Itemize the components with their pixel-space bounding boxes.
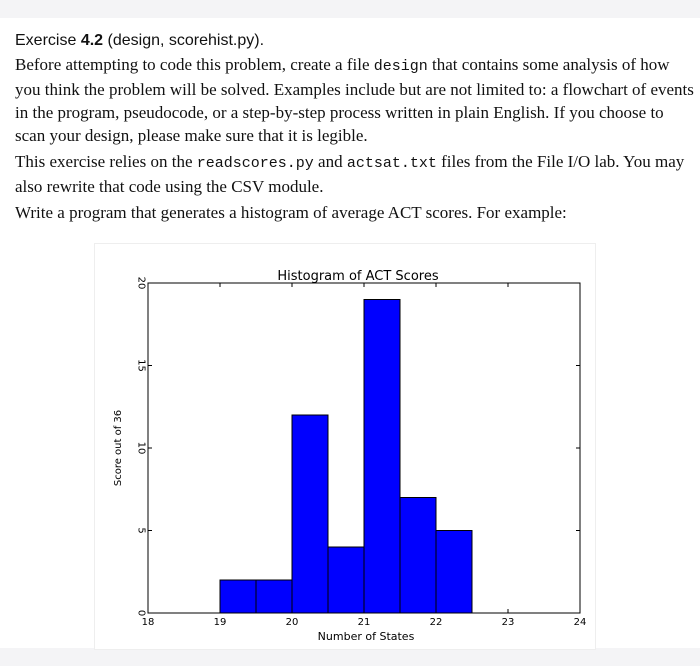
paragraph-design-text-b: that contains some analysis of how you t… bbox=[15, 55, 694, 145]
y-tick-label: 5 bbox=[136, 527, 147, 533]
histogram-bar bbox=[363, 299, 401, 614]
bars-group bbox=[219, 299, 473, 614]
histogram-bar bbox=[219, 579, 257, 614]
y-tick-label: 20 bbox=[136, 277, 147, 290]
x-tick-label: 24 bbox=[574, 617, 587, 628]
histogram-svg: Histogram of ACT Scores 18 19 20 21 22 23 24 0 5… bbox=[113, 269, 587, 643]
exercise-label: Exercise bbox=[15, 32, 77, 49]
exercise-number: 4.2 bbox=[80, 32, 104, 49]
paragraph-task: Write a program that generates a histogr… bbox=[15, 203, 567, 222]
histogram-bar bbox=[255, 579, 293, 614]
paragraph-design: Before attempting to code this problem, … bbox=[15, 53, 695, 147]
histogram-bar bbox=[399, 497, 437, 614]
y-tick-label: 0 bbox=[136, 610, 147, 616]
paragraph-files-text-c: files from the File I/O lab. You may als… bbox=[15, 152, 685, 196]
x-tick-label: 19 bbox=[214, 617, 227, 628]
paragraph-design-text-a: Before attempting to code this problem, … bbox=[15, 55, 370, 74]
exercise-meta: (design, scorehist.py). bbox=[107, 32, 265, 49]
paragraph-files-text-a: This exercise relies on the bbox=[15, 152, 193, 171]
histogram-bar bbox=[291, 414, 329, 614]
x-tick-label: 20 bbox=[286, 617, 299, 628]
y-axis-label: Score out of 36 bbox=[113, 410, 124, 486]
x-tick-label: 23 bbox=[502, 617, 515, 628]
paragraph-files: This exercise relies on the readscores.p… bbox=[15, 150, 695, 198]
code-readscores: readscores.py bbox=[196, 155, 314, 172]
exercise-heading: Exercise 4.2 (design, scorehist.py). bbox=[15, 29, 695, 52]
chart-title: Histogram of ACT Scores bbox=[277, 269, 438, 284]
y-tick-label: 15 bbox=[136, 359, 147, 372]
exercise-text: Exercise 4.2 (design, scorehist.py). Bef… bbox=[15, 29, 695, 227]
y-tick-label: 10 bbox=[136, 442, 147, 455]
paragraph-files-text-b: and bbox=[318, 152, 343, 171]
histogram-bar bbox=[327, 546, 365, 614]
ticks-group: 18 19 20 21 22 23 24 0 5 10 15 20 bbox=[136, 277, 587, 628]
x-tick-label: 22 bbox=[430, 617, 443, 628]
histogram-bar bbox=[435, 530, 473, 614]
histogram-chart: Histogram of ACT Scores 18 19 20 21 22 23 24 0 5… bbox=[95, 244, 595, 649]
x-tick-label: 18 bbox=[142, 617, 155, 628]
x-axis-label: Number of States bbox=[318, 630, 415, 643]
code-actsat: actsat.txt bbox=[346, 155, 437, 172]
document-page: Exercise 4.2 (design, scorehist.py). Bef… bbox=[0, 18, 700, 649]
x-tick-label: 21 bbox=[358, 617, 371, 628]
code-design: design bbox=[373, 58, 428, 75]
